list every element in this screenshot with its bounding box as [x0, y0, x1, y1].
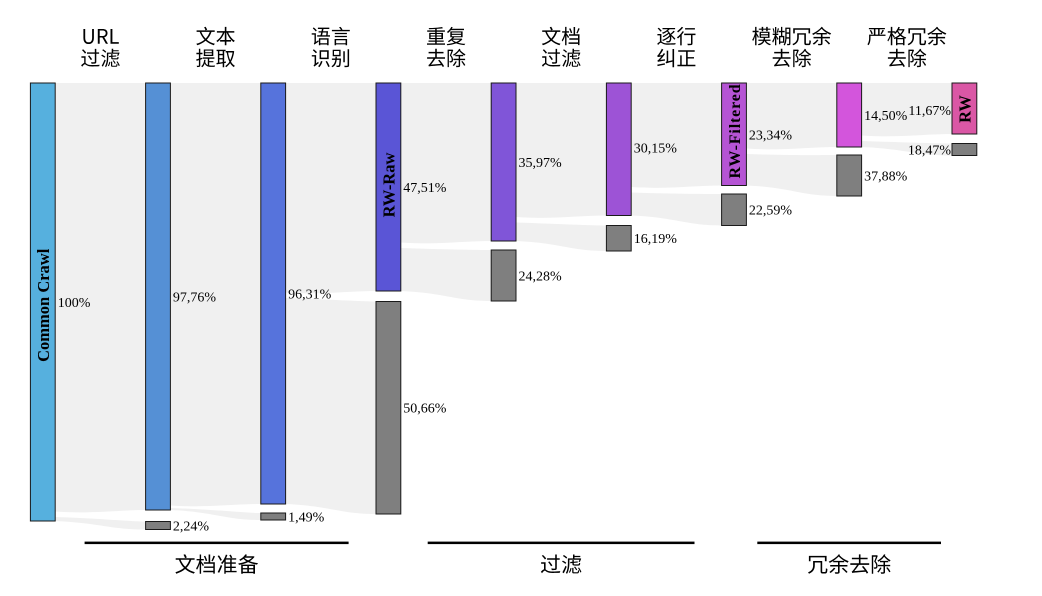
- svg-text:18,47%: 18,47%: [908, 143, 952, 158]
- svg-text:14,50%: 14,50%: [864, 109, 908, 124]
- svg-text:11,67%: 11,67%: [908, 104, 951, 119]
- svg-text:22,59%: 22,59%: [749, 204, 793, 219]
- svg-text:100%: 100%: [58, 296, 91, 311]
- svg-text:1,49%: 1,49%: [288, 510, 325, 525]
- svg-text:47,51%: 47,51%: [403, 181, 447, 196]
- svg-text:2,24%: 2,24%: [173, 519, 210, 534]
- svg-text:24,28%: 24,28%: [519, 269, 563, 284]
- svg-text:35,97%: 35,97%: [519, 156, 563, 171]
- svg-text:23,34%: 23,34%: [749, 128, 793, 143]
- svg-text:16,19%: 16,19%: [634, 232, 678, 247]
- svg-text:Common Crawl: Common Crawl: [34, 248, 53, 362]
- svg-text:30,15%: 30,15%: [634, 141, 678, 156]
- svg-text:RW-Filtered: RW-Filtered: [727, 84, 744, 179]
- svg-text:RW: RW: [956, 95, 975, 123]
- svg-text:RW-Raw: RW-Raw: [380, 153, 399, 218]
- svg-text:37,88%: 37,88%: [864, 169, 908, 184]
- svg-text:50,66%: 50,66%: [403, 402, 447, 417]
- svg-text:97,76%: 97,76%: [173, 290, 217, 305]
- svg-text:96,31%: 96,31%: [288, 287, 332, 302]
